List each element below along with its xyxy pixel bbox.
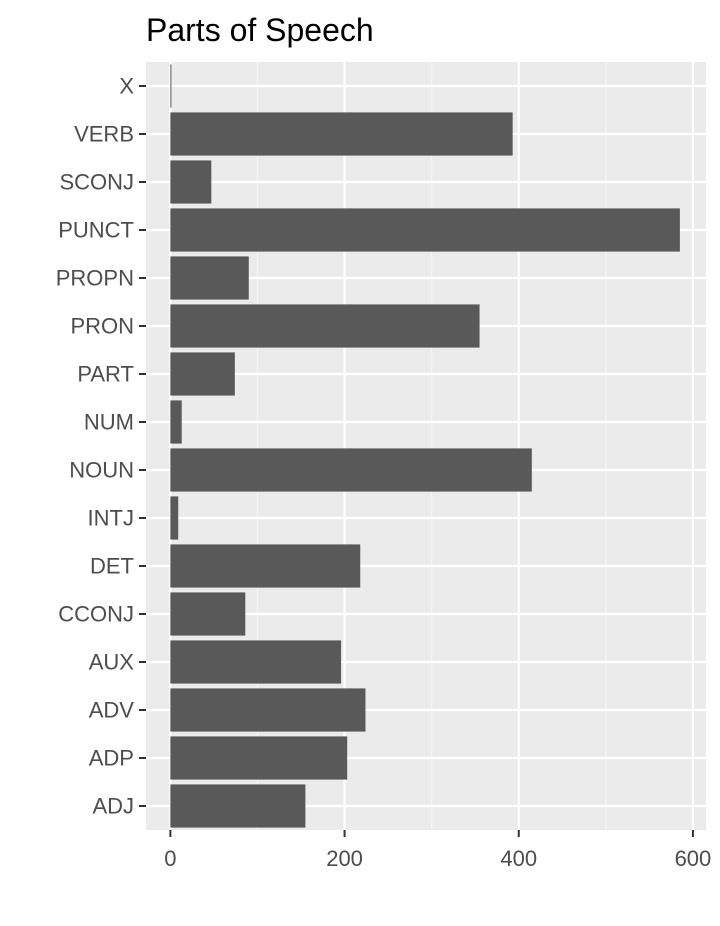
bar-num [170,400,182,444]
x-tick-label: 200 [326,846,363,871]
y-tick-label: X [119,74,134,99]
y-tick-label: SCONJ [59,170,134,195]
bar-adp [170,736,348,780]
bar-part [170,352,235,396]
bar-pron [170,304,480,348]
chart-title: Parts of Speech [146,12,374,48]
bar-verb [170,112,513,156]
y-tick-label: ADP [89,746,134,771]
y-tick-label: VERB [74,122,134,147]
bar-cconj [170,592,246,636]
x-tick-label: 400 [500,846,537,871]
bar-noun [170,448,532,492]
y-tick-label: ADV [89,698,135,723]
bars [170,64,680,828]
x-tick-label: 0 [164,846,176,871]
y-tick-label: AUX [89,650,135,675]
bar-det [170,544,361,588]
x-tick-label: 600 [675,846,712,871]
x-axis: 0 200 400 600 [164,830,711,871]
y-tick-label: ADJ [92,794,134,819]
y-tick-label: PRON [70,314,134,339]
y-tick-label: PUNCT [58,218,134,243]
y-tick-label: INTJ [88,506,134,531]
bar-intj [170,496,179,540]
y-tick-label: NUM [84,410,134,435]
y-tick-label: DET [90,554,134,579]
bar-aux [170,640,342,684]
bar-sconj [170,160,212,204]
bar-propn [170,256,249,300]
bar-punct [170,208,680,252]
y-tick-label: PROPN [56,266,134,291]
bar-x [170,64,172,108]
y-tick-label: PART [77,362,134,387]
y-tick-label: NOUN [69,458,134,483]
y-axis: ADJ ADP ADV AUX CCONJ DET INTJ NOUN NUM PART PRON P… [56,74,146,819]
bar-adv [170,688,366,732]
y-tick-label: CCONJ [58,602,134,627]
bar-adj [170,784,306,828]
